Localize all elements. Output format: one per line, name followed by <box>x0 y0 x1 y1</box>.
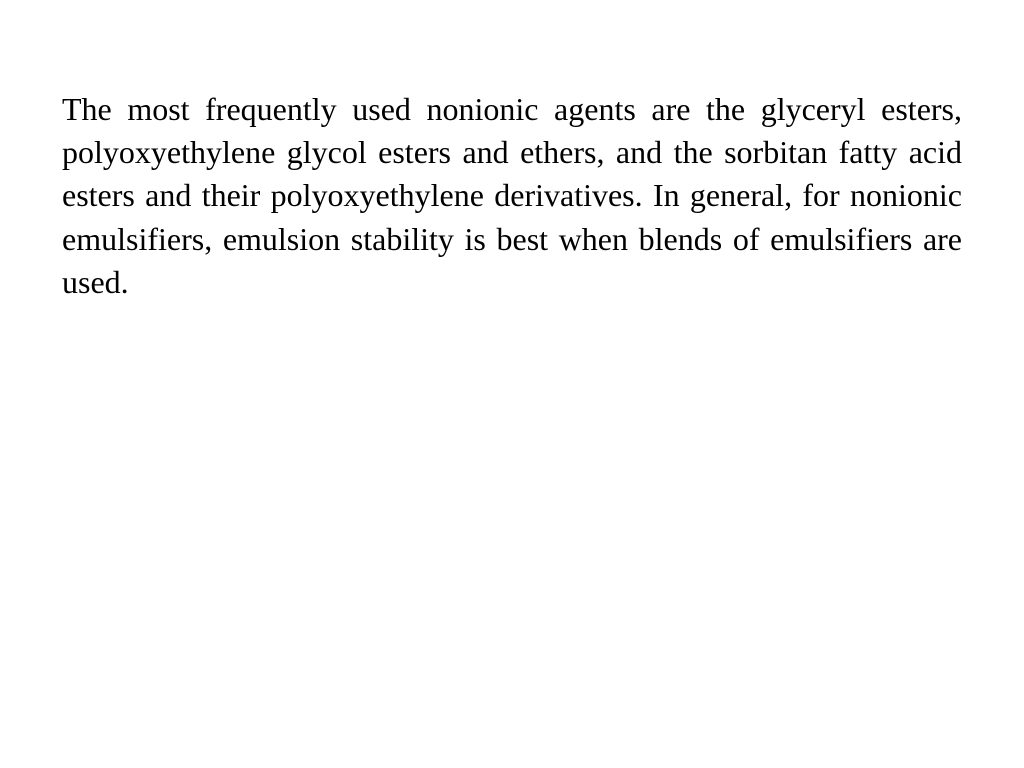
body-paragraph: The most frequently used nonionic agents… <box>62 88 962 304</box>
document-content: The most frequently used nonionic agents… <box>0 0 1024 304</box>
